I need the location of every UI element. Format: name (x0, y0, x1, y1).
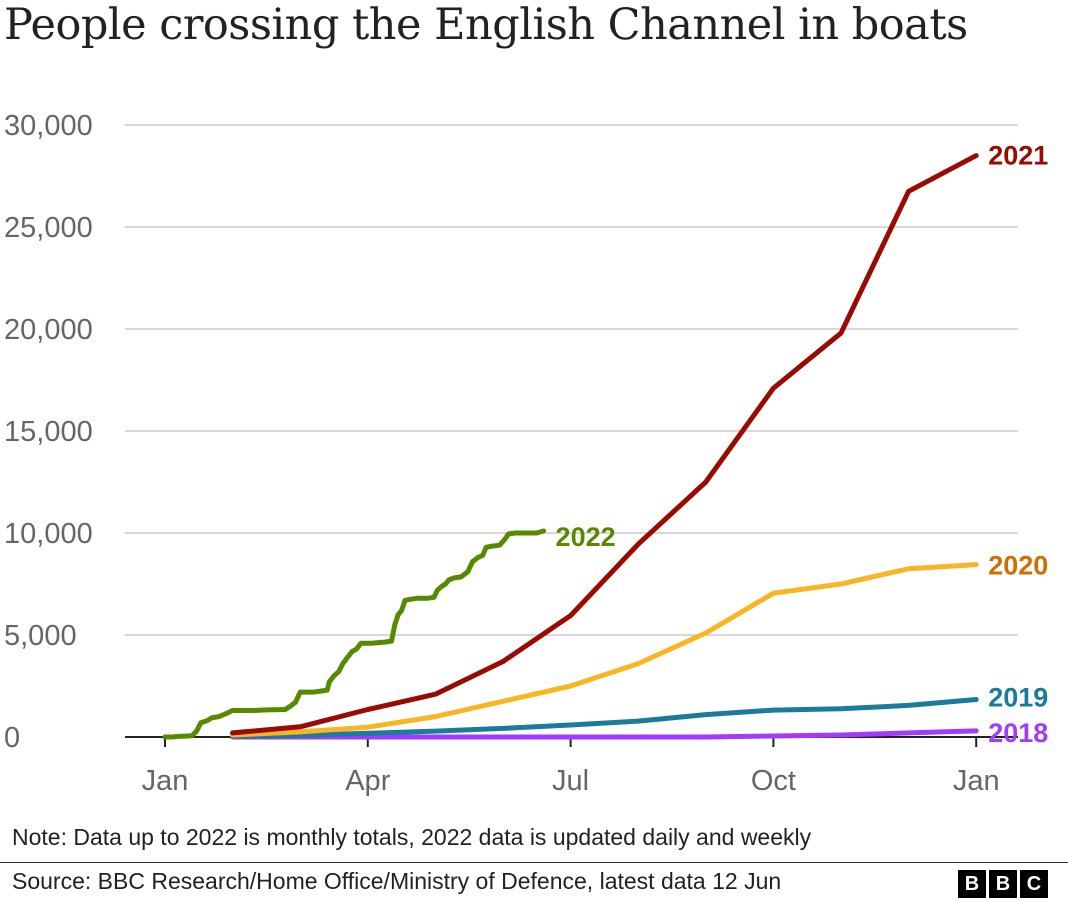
series-line-2018 (230, 728, 979, 740)
chart-note: Note: Data up to 2022 is monthly totals,… (12, 824, 812, 850)
chart-title: People crossing the English Channel in b… (4, 0, 968, 50)
y-tick-label: 15,000 (4, 416, 93, 448)
y-axis-tick-labels: 0 5,000 10,000 15,000 20,000 25,000 30,000 (4, 110, 93, 754)
bbc-logo-letter: C (1020, 870, 1048, 898)
footer-divider (0, 862, 1068, 863)
x-tick-label: Jul (552, 765, 589, 797)
series-line-2019 (230, 697, 979, 739)
series-line-2022 (162, 528, 547, 740)
series-label-2018: 2018 (988, 718, 1048, 748)
series-label-2020: 2020 (988, 551, 1048, 581)
y-tick-label: 5,000 (4, 620, 77, 652)
y-tick-label: 25,000 (4, 212, 93, 244)
y-tick-label: 10,000 (4, 518, 93, 550)
series-line-2021 (230, 153, 979, 736)
x-tick-label: Oct (751, 765, 796, 797)
y-tick-label: 0 (4, 722, 20, 754)
x-tick-label: Jan (953, 765, 1000, 797)
gridlines (125, 124, 1018, 738)
series-labels: 2018 2019 2020 2021 2022 (556, 141, 1049, 748)
bbc-logo-letter: B (958, 870, 986, 898)
series-lines (162, 153, 979, 740)
bbc-logo: B B C (958, 870, 1048, 898)
series-label-2021: 2021 (988, 141, 1048, 171)
y-tick-label: 30,000 (4, 110, 93, 142)
x-axis: Jan Apr Jul Oct Jan (142, 737, 1000, 797)
bbc-logo-letter: B (989, 870, 1017, 898)
x-tick-label: Apr (345, 765, 390, 797)
series-label-2019: 2019 (988, 683, 1048, 713)
series-label-2022: 2022 (556, 522, 616, 552)
chart-source: Source: BBC Research/Home Office/Ministr… (12, 868, 782, 894)
series-line-2020 (230, 562, 979, 738)
x-tick-label: Jan (142, 765, 189, 797)
y-tick-label: 20,000 (4, 314, 93, 346)
line-chart: 0 5,000 10,000 15,000 20,000 25,000 30,000 Jan… (4, 110, 1049, 797)
